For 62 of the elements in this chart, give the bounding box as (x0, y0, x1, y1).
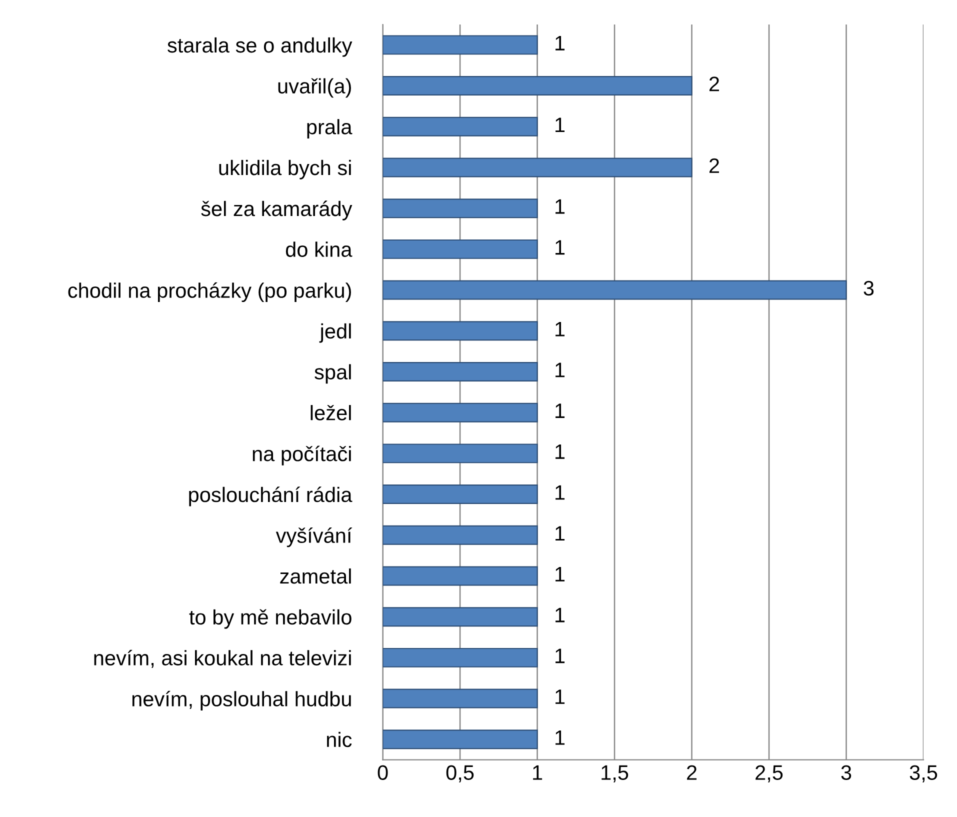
x-tick-label: 1 (533, 765, 542, 780)
y-tick-label: spal (314, 364, 351, 384)
y-tick-label: zametal (280, 568, 351, 584)
bar (382, 35, 538, 55)
data-label: 1 (556, 730, 565, 745)
bar (382, 76, 692, 96)
data-label: 1 (556, 404, 565, 418)
y-tick-label: jedl (319, 323, 351, 343)
y-tick-label: nevím, poslouhal hudbu (132, 690, 351, 711)
data-label: 1 (556, 648, 565, 664)
data-label: 1 (556, 444, 565, 459)
data-label: 1 (556, 199, 565, 214)
bar (382, 525, 538, 545)
y-tick-label: nevím, asi koukal na televizi (94, 650, 351, 668)
y-tick-label: uvařil(a) (278, 78, 351, 98)
y-tick-label: uklidila bych si (219, 160, 351, 180)
data-label: 1 (556, 485, 565, 500)
bar (382, 688, 538, 708)
y-tick-label: na počítači (252, 446, 351, 466)
y-tick-label: chodil na procházky (po parku) (68, 282, 351, 302)
data-label: 3 (864, 280, 874, 296)
y-tick-label: nic (326, 732, 352, 748)
y-tick-label: vyšívání (276, 527, 352, 548)
x-tick-label: 1,5 (602, 765, 628, 782)
y-tick-label: poslouchání rádia (189, 486, 352, 506)
bar (382, 607, 538, 627)
bar (382, 362, 538, 382)
x-tick-label: 0,5 (446, 765, 474, 782)
y-tick-label: prala (307, 119, 352, 139)
x-tick-label: 3,5 (910, 765, 938, 782)
x-tick-label: 3 (841, 765, 852, 780)
bar (382, 566, 538, 586)
data-label: 1 (556, 118, 565, 132)
data-label: 1 (556, 36, 565, 50)
bar (382, 158, 692, 178)
y-tick-label: starala se o andulky (168, 37, 352, 57)
x-tick-label: 2 (687, 765, 697, 780)
data-label: 1 (556, 362, 565, 378)
x-tick-label: 2,5 (756, 765, 783, 782)
data-label: 1 (556, 526, 565, 541)
data-label: 1 (556, 240, 565, 255)
bar (382, 730, 538, 750)
x-tick-label: 0 (378, 765, 388, 780)
bar (382, 280, 847, 300)
data-label: 1 (556, 608, 565, 622)
bar (382, 239, 538, 259)
y-tick-label: šel za kamarády (201, 200, 352, 220)
bar (382, 484, 538, 504)
y-tick-label: do kina (286, 242, 352, 257)
bar (382, 321, 538, 341)
bar (382, 444, 538, 464)
data-label: 2 (709, 76, 719, 92)
data-label: 1 (556, 322, 565, 336)
data-label: 2 (709, 158, 719, 173)
bar (382, 198, 538, 218)
bar (382, 402, 538, 422)
bar (382, 116, 538, 136)
bar (382, 648, 538, 668)
y-tick-label: ležel (310, 404, 351, 420)
y-tick-label: to by mě nebavilo (189, 609, 352, 629)
data-label: 1 (556, 567, 565, 582)
data-label: 1 (556, 690, 565, 704)
